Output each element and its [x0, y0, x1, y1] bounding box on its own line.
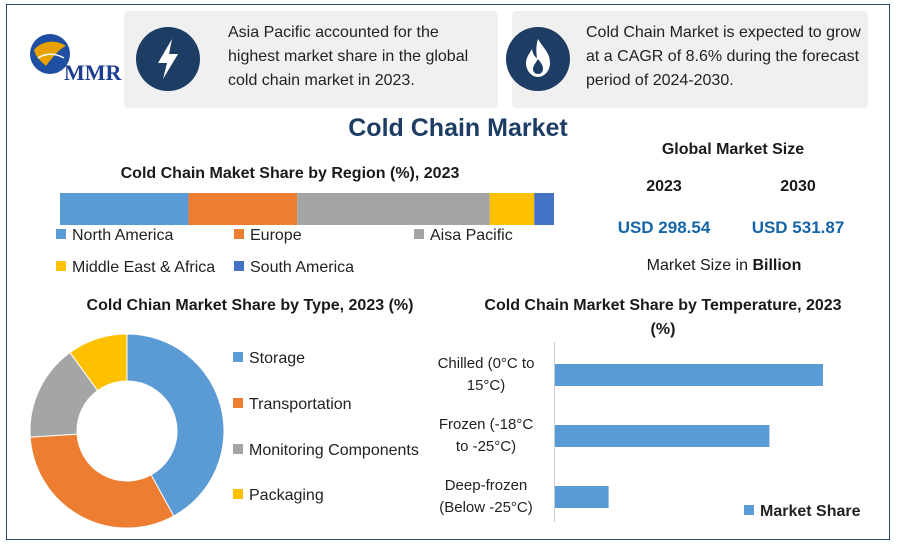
temperature-bar-frozen-18-c-to-25-c: [555, 425, 770, 447]
type-legend-packaging: Packaging: [233, 487, 324, 505]
legend-swatch: [234, 229, 244, 239]
info-box-cagr: Cold Chain Market is expected to grow at…: [506, 11, 868, 108]
legend-label: Storage: [249, 350, 306, 367]
type-chart-title: Cold Chian Market Share by Type, 2023 (%…: [86, 297, 414, 314]
legend-swatch: [56, 261, 66, 271]
temperature-bar-deep-frozen-below-25-c: [555, 486, 609, 508]
region-legend-middle-east-africa: Middle East & Africa: [56, 259, 215, 277]
region-legend-aisa-pacific: Aisa Pacific: [414, 227, 513, 245]
type-donut-chart: [29, 333, 225, 529]
temperature-label-frozen-18-c-to-25-c: Frozen (-18°C to -25°C): [422, 414, 550, 458]
legend-label: Middle East & Africa: [72, 259, 216, 276]
temperature-chart-title: Cold Chain Market Share by Temperature, …: [484, 297, 842, 338]
legend-label: Monitoring Components: [249, 442, 419, 459]
region-legend-europe: Europe: [234, 227, 302, 245]
region-legend-north-america: North America: [56, 227, 173, 245]
type-legend-transportation: Transportation: [233, 396, 352, 414]
label-line: Frozen (-18°C: [438, 416, 534, 433]
market-size-heading: Global Market Size: [661, 141, 805, 158]
label-line: to -25°C): [455, 438, 517, 455]
legend-swatch: [744, 505, 754, 515]
donut-slice-storage: [126, 333, 225, 517]
infographic-frame: [6, 4, 890, 540]
legend-label: Packaging: [249, 487, 324, 504]
legend-swatch: [233, 444, 243, 454]
unit-billion: Billion: [752, 257, 802, 274]
donut-slice-transportation: [29, 433, 175, 529]
legend-label: Europe: [250, 227, 302, 244]
legend-swatch: [233, 352, 243, 362]
label-line: Chilled (0°C to: [437, 355, 535, 372]
year-2030-label: 2030: [780, 178, 816, 195]
label-line: (Below -25°C): [439, 499, 533, 516]
region-segment-middle-east-africa: [489, 193, 535, 225]
page-title: Cold Chain Market: [348, 114, 568, 142]
unit-prefix: Market Size in: [646, 257, 749, 274]
legend-label: North America: [72, 227, 174, 244]
legend-swatch: [233, 398, 243, 408]
legend-swatch: [414, 229, 424, 239]
region-segment-south-america: [534, 193, 554, 225]
year-2023-label: 2023: [646, 178, 682, 195]
type-legend-monitoring-components: Monitoring Components: [233, 442, 419, 460]
temperature-bar-chilled-0-c-to-15-c: [555, 364, 823, 386]
region-segment-europe: [188, 193, 298, 225]
temperature-legend: Market Share: [744, 503, 861, 521]
region-stacked-bar: [60, 193, 554, 225]
temperature-bar-chart: [554, 342, 823, 522]
temperature-label-deep-frozen-below-25-c: Deep-frozen (Below -25°C): [422, 475, 550, 519]
region-segment-aisa-pacific: [297, 193, 490, 225]
svg-text:MMR: MMR: [64, 60, 123, 85]
region-legend-south-america: South America: [234, 259, 354, 277]
flame-icon: [506, 27, 570, 91]
legend-label: Transportation: [249, 396, 352, 413]
legend-label: South America: [250, 259, 355, 276]
region-chart-title: Cold Chain Maket Share by Region (%), 20…: [120, 165, 460, 182]
region-segment-north-america: [60, 193, 189, 225]
info-text-cagr: Cold Chain Market is expected to grow at…: [586, 24, 861, 89]
info-box-asia-pacific: Asia Pacific accounted for the highest m…: [124, 11, 498, 108]
legend-label: Market Share: [760, 503, 861, 520]
legend-swatch: [234, 261, 244, 271]
legend-label: Aisa Pacific: [430, 227, 513, 244]
mmr-logo: MMR: [30, 34, 123, 85]
label-line: 15°C): [466, 377, 506, 394]
temperature-label-chilled-0-c-to-15-c: Chilled (0°C to 15°C): [422, 353, 550, 397]
legend-swatch: [233, 489, 243, 499]
value-2030: USD 531.87: [751, 218, 845, 237]
legend-swatch: [56, 229, 66, 239]
type-legend-storage: Storage: [233, 350, 305, 368]
value-2023: USD 298.54: [617, 218, 711, 237]
info-text-asia-pacific: Asia Pacific accounted for the highest m…: [228, 24, 469, 89]
lightning-icon: [136, 27, 200, 91]
donut-slice-packaging: [69, 333, 128, 392]
label-line: Deep-frozen: [444, 477, 528, 494]
market-size-unit: Market Size in Billion: [614, 257, 834, 275]
